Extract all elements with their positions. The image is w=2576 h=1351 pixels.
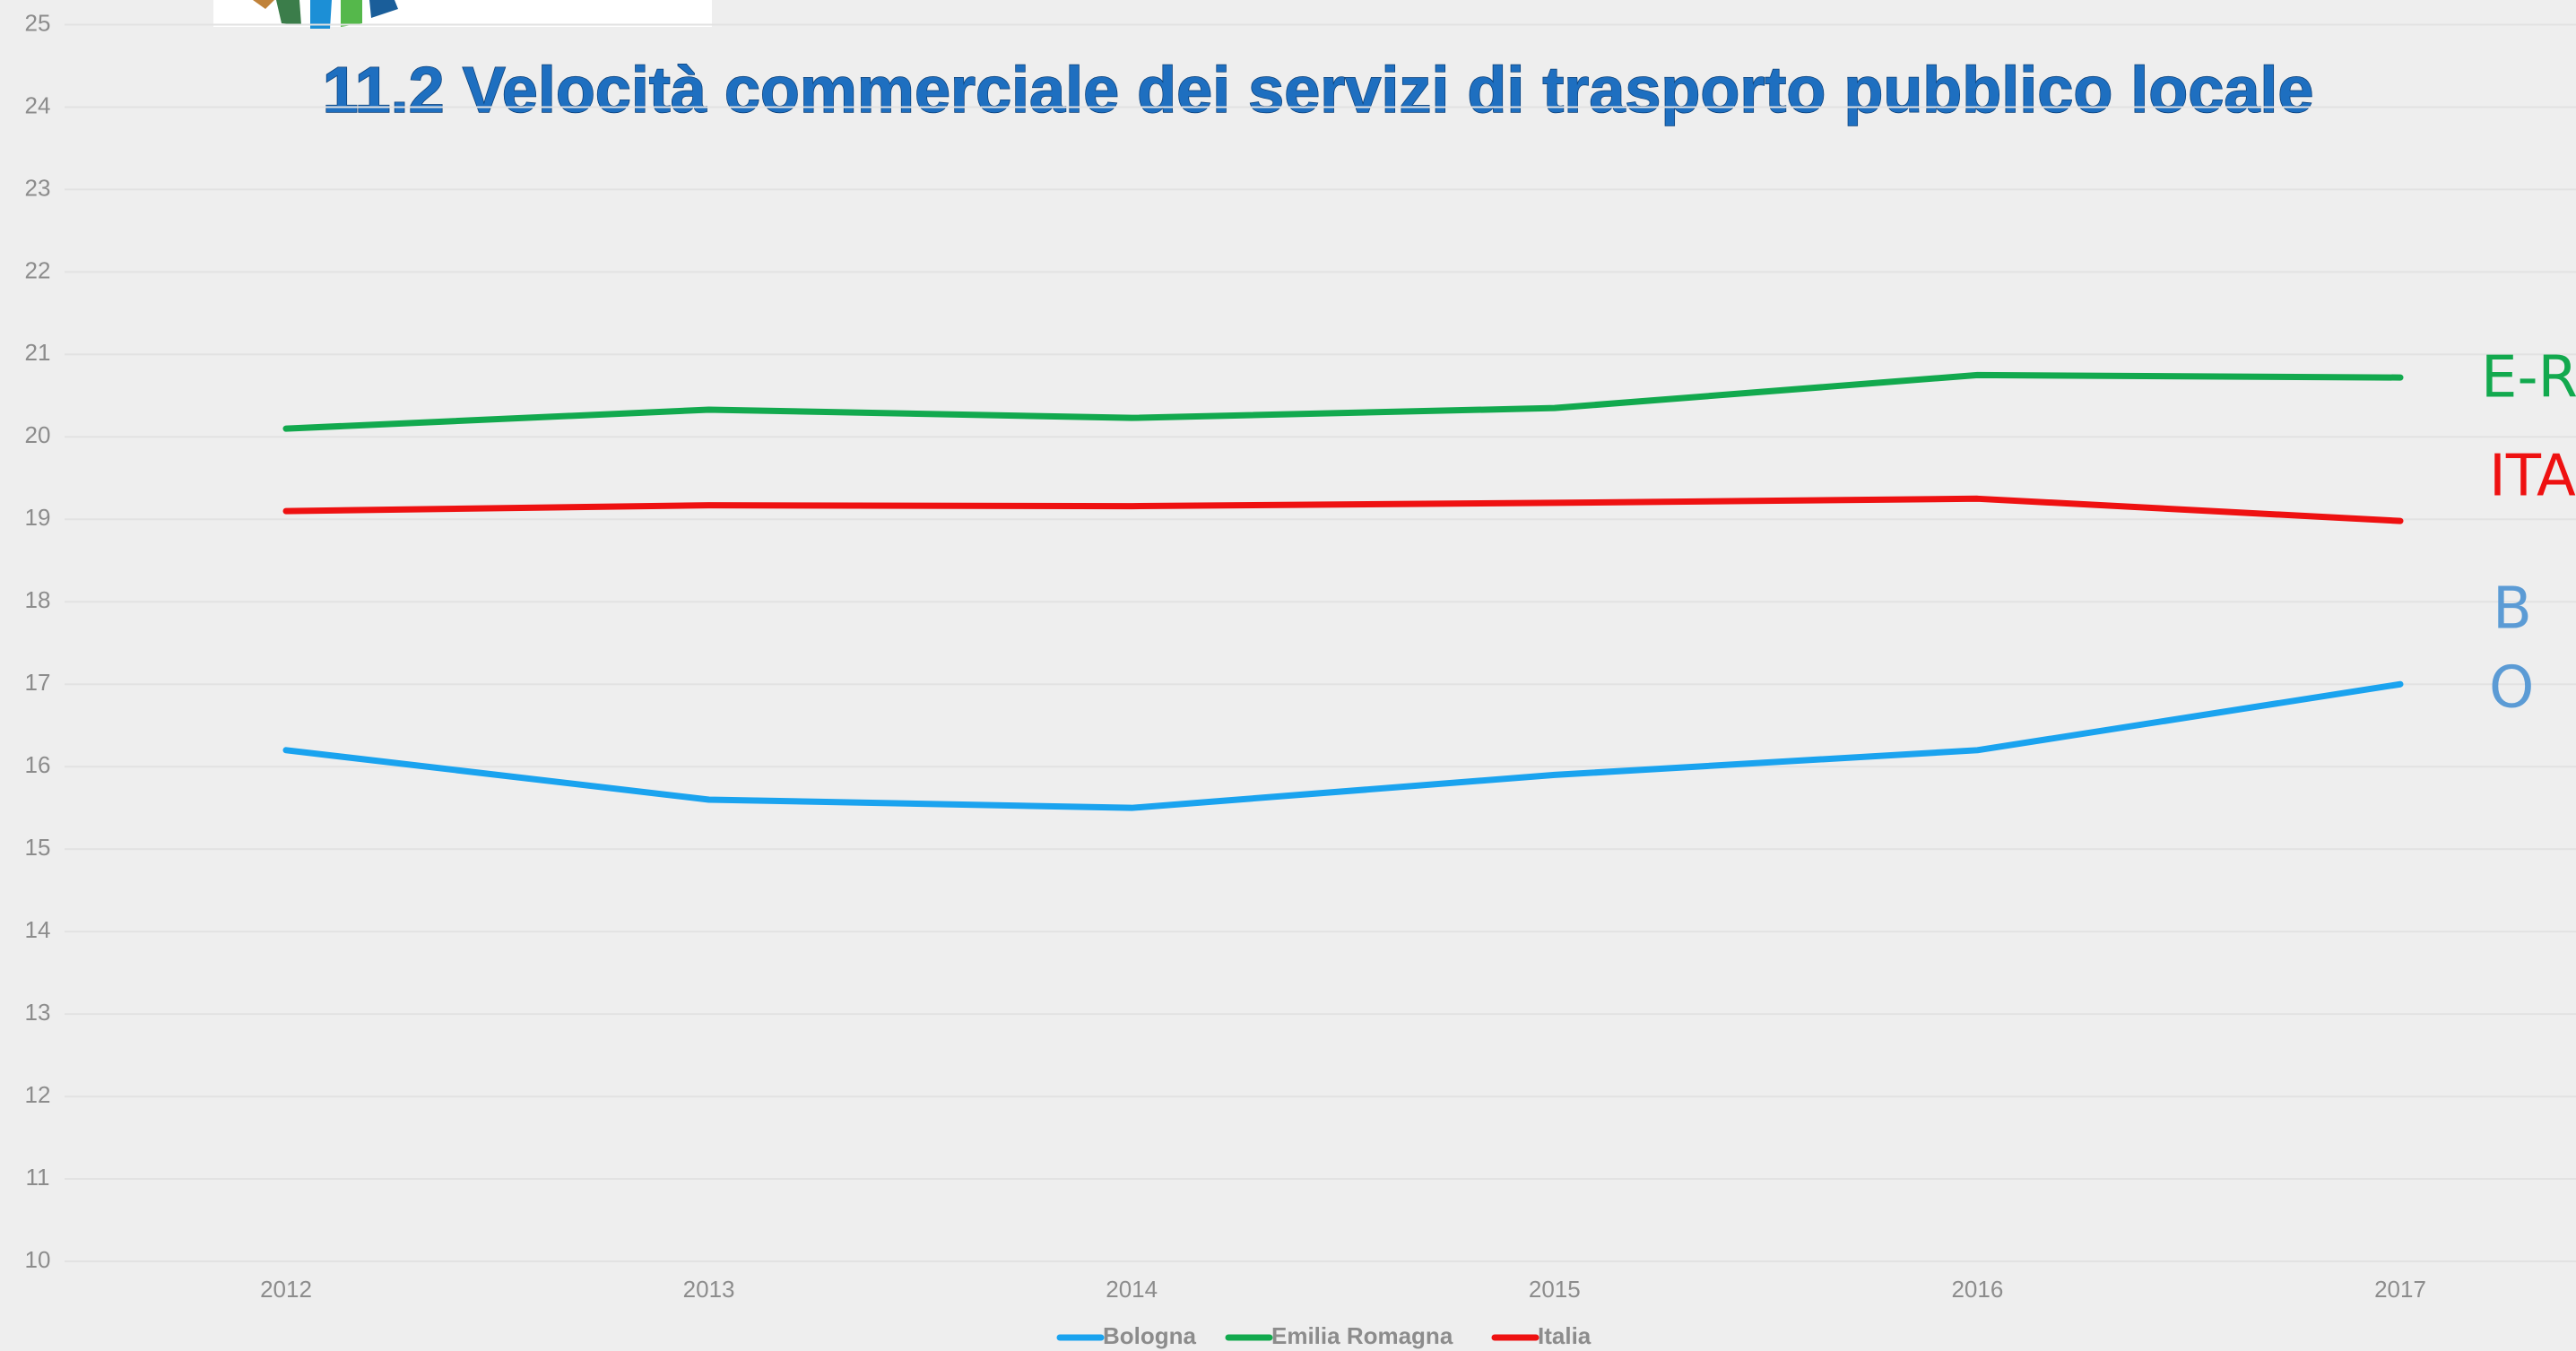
logo-wedge [276, 0, 301, 25]
data-line [282, 680, 2404, 811]
legend-label: Bologna [1103, 1322, 1197, 1349]
logo-wedge [369, 0, 398, 18]
data-line [282, 371, 2404, 432]
x-tick-label: 2014 [1106, 1276, 1158, 1303]
x-tick-label: 2013 [683, 1276, 735, 1303]
x-tick-label: 2016 [1951, 1276, 2003, 1303]
data-line [282, 495, 2404, 524]
y-tick-label: 12 [25, 1081, 51, 1108]
y-tick-label: 10 [25, 1246, 51, 1273]
y-tick-label: 14 [25, 916, 51, 943]
x-tick-label: 2015 [1529, 1276, 1581, 1303]
annotation: O [2489, 655, 2534, 722]
logo [213, 0, 712, 29]
y-tick-label: 20 [25, 421, 51, 448]
y-tick-label: 24 [25, 91, 51, 118]
y-tick-label: 11 [26, 1164, 50, 1191]
logo-wedge [253, 0, 274, 9]
y-tick-label: 16 [25, 751, 51, 778]
x-tick-label: 2017 [2374, 1276, 2426, 1303]
annotation: E-R [2481, 345, 2576, 411]
y-tick-label: 21 [25, 339, 51, 366]
legend-label: Italia [1538, 1322, 1592, 1349]
annotation: B [2493, 576, 2532, 643]
chart-title: 11.2 Velocità commerciale dei servizi di… [323, 55, 2314, 126]
y-tick-label: 25 [25, 9, 51, 36]
logo-wedge [310, 0, 332, 29]
legend-label: Emilia Romagna [1271, 1322, 1453, 1349]
x-tick-label: 2012 [260, 1276, 312, 1303]
y-tick-label: 23 [25, 174, 51, 201]
logo-wedge [341, 0, 362, 27]
y-tick-label: 22 [25, 256, 51, 283]
annotation: ITA [2489, 444, 2576, 510]
y-tick-label: 17 [25, 669, 51, 696]
y-tick-label: 18 [25, 586, 51, 613]
y-tick-label: 13 [25, 999, 51, 1026]
y-tick-label: 19 [25, 504, 51, 531]
y-tick-label: 15 [25, 834, 51, 861]
